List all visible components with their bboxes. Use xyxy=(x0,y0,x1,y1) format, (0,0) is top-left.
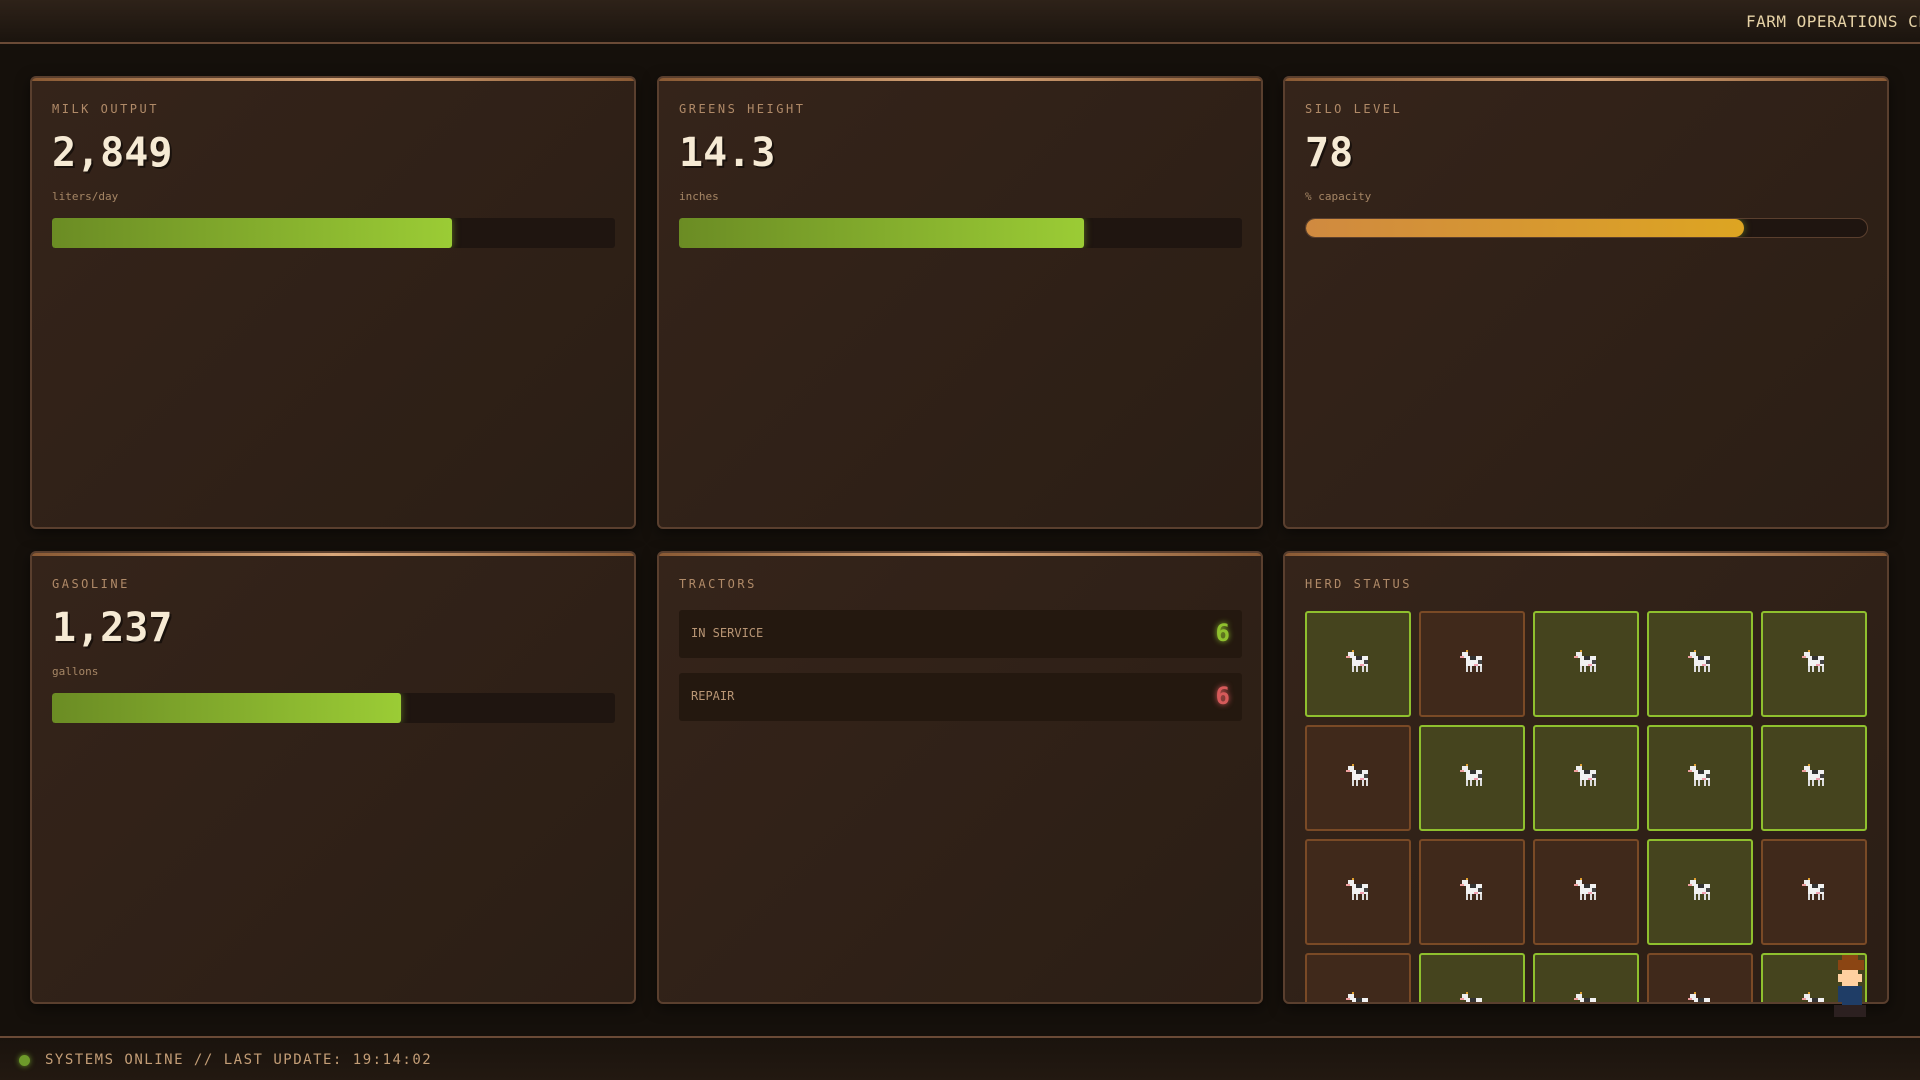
panel-value: 1,237 xyxy=(52,605,173,651)
herd-cell-ok[interactable] xyxy=(1761,725,1867,831)
cow-icon xyxy=(1458,762,1486,794)
herd-cell-ok[interactable] xyxy=(1305,611,1411,717)
panel-label: MILK OUTPUT xyxy=(52,102,159,116)
herd-cell-bad[interactable] xyxy=(1305,725,1411,831)
cow-icon xyxy=(1686,876,1714,908)
progress-fill xyxy=(52,218,452,248)
panel-label: TRACTORS xyxy=(679,577,757,591)
app-title: FARM OPERATIONS CENT xyxy=(1746,12,1920,31)
cow-icon xyxy=(1572,648,1600,680)
cow-icon xyxy=(1572,990,1600,1002)
panel-unit: liters/day xyxy=(52,190,119,203)
cow-icon xyxy=(1572,876,1600,908)
herd-cell-bad[interactable] xyxy=(1305,839,1411,945)
cow-icon xyxy=(1344,648,1372,680)
cow-icon xyxy=(1344,990,1372,1002)
tractors-panel: TRACTORS IN SERVICE 6 REPAIR 6 xyxy=(657,551,1263,1004)
row-value: 6 xyxy=(1215,682,1230,710)
cow-icon xyxy=(1800,648,1828,680)
row-value: 6 xyxy=(1215,619,1230,647)
progress-fill xyxy=(1306,219,1744,237)
cow-icon xyxy=(1458,990,1486,1002)
progress-bar xyxy=(52,218,615,248)
tractor-row-repair: REPAIR 6 xyxy=(679,673,1242,721)
cow-icon xyxy=(1686,762,1714,794)
herd-cell-bad[interactable] xyxy=(1419,611,1525,717)
cow-icon xyxy=(1344,762,1372,794)
panel-unit: inches xyxy=(679,190,719,203)
panel-value: 14.3 xyxy=(679,130,776,176)
panel-label: GASOLINE xyxy=(52,577,130,591)
herd-cell-ok[interactable] xyxy=(1761,611,1867,717)
panel-label: GREENS HEIGHT xyxy=(679,102,806,116)
progress-bar xyxy=(679,218,1242,248)
herd-grid xyxy=(1305,611,1867,1002)
panel-label: SILO LEVEL xyxy=(1305,102,1403,116)
row-label: IN SERVICE xyxy=(691,626,764,640)
row-label: REPAIR xyxy=(691,689,735,703)
header: FARM OPERATIONS CENT xyxy=(0,0,1920,44)
tractor-row-in-service: IN SERVICE 6 xyxy=(679,610,1242,658)
cow-icon xyxy=(1572,762,1600,794)
farmer-sprite xyxy=(1834,955,1868,1019)
progress-bar xyxy=(52,693,615,723)
herd-cell-ok[interactable] xyxy=(1647,725,1753,831)
gasoline-panel: GASOLINE 1,237 gallons xyxy=(30,551,636,1004)
status-indicator-icon xyxy=(19,1055,30,1066)
panel-value: 78 xyxy=(1305,130,1354,176)
progress-bar xyxy=(1305,218,1868,238)
herd-cell-bad[interactable] xyxy=(1533,839,1639,945)
herd-cell-ok[interactable] xyxy=(1533,953,1639,1002)
cow-icon xyxy=(1458,876,1486,908)
herd-cell-bad[interactable] xyxy=(1419,839,1525,945)
progress-fill xyxy=(52,693,402,723)
status-text: SYSTEMS ONLINE // LAST UPDATE: 19:14:02 xyxy=(45,1052,433,1068)
herd-cell-bad[interactable] xyxy=(1761,839,1867,945)
herd-status-panel: HERD STATUS xyxy=(1283,551,1889,1004)
cow-icon xyxy=(1800,876,1828,908)
greens-height-panel: GREENS HEIGHT 14.3 inches xyxy=(657,76,1263,529)
cow-icon xyxy=(1686,648,1714,680)
herd-cell-ok[interactable] xyxy=(1647,611,1753,717)
cow-icon xyxy=(1458,648,1486,680)
panel-unit: gallons xyxy=(52,665,99,678)
herd-cell-bad[interactable] xyxy=(1647,953,1753,1002)
cow-icon xyxy=(1686,990,1714,1002)
progress-fill xyxy=(679,218,1085,248)
footer-status-bar: SYSTEMS ONLINE // LAST UPDATE: 19:14:02 xyxy=(0,1036,1920,1080)
cow-icon xyxy=(1344,876,1372,908)
cow-icon xyxy=(1800,990,1828,1002)
herd-cell-ok[interactable] xyxy=(1533,725,1639,831)
panel-label: HERD STATUS xyxy=(1305,577,1412,591)
herd-cell-ok[interactable] xyxy=(1419,725,1525,831)
silo-level-panel: SILO LEVEL 78 % capacity xyxy=(1283,76,1889,529)
herd-cell-ok[interactable] xyxy=(1647,839,1753,945)
panel-unit: % capacity xyxy=(1305,190,1372,203)
milk-output-panel: MILK OUTPUT 2,849 liters/day xyxy=(30,76,636,529)
herd-cell-ok[interactable] xyxy=(1419,953,1525,1002)
herd-cell-ok[interactable] xyxy=(1533,611,1639,717)
herd-cell-bad[interactable] xyxy=(1305,953,1411,1002)
panel-value: 2,849 xyxy=(52,130,173,176)
cow-icon xyxy=(1800,762,1828,794)
